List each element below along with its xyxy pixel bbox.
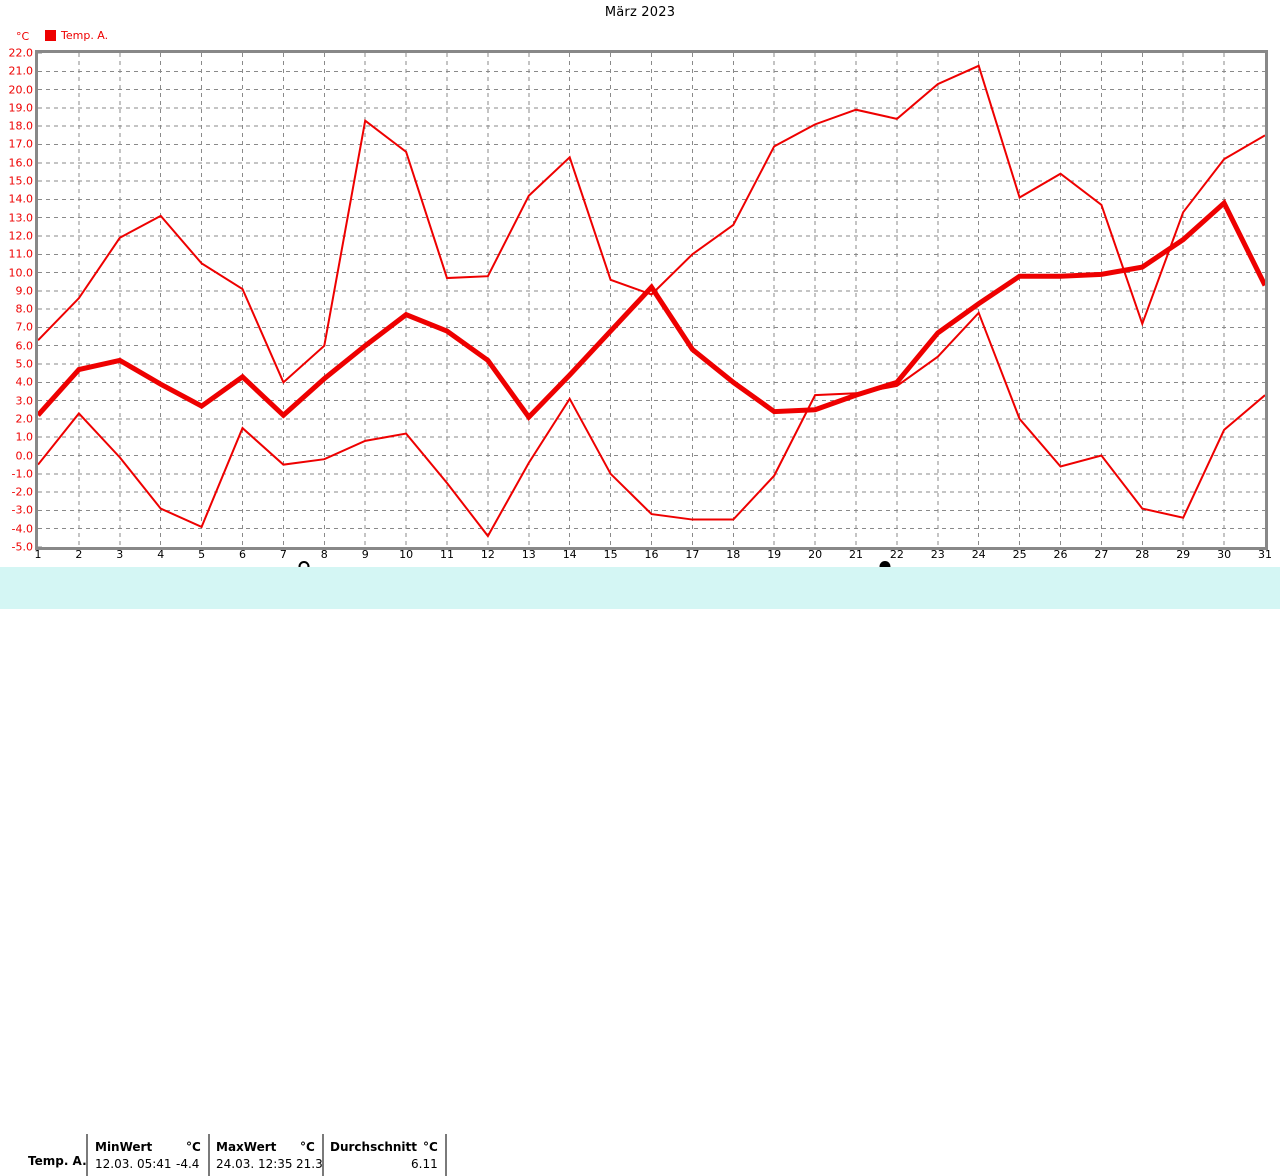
- x-axis-tick-label: 9: [361, 548, 369, 561]
- footer-avg-value: 6.11: [411, 1157, 438, 1171]
- x-axis-tick-label: 26: [1053, 548, 1068, 561]
- y-axis-tick-label: 18.0: [8, 119, 34, 133]
- y-axis-tick-label: 17.0: [8, 137, 34, 151]
- footer-min-value: -4.4: [176, 1157, 200, 1171]
- y-axis-tick-label: 21.0: [8, 64, 34, 78]
- y-axis-tick-label: 6.0: [15, 339, 34, 353]
- y-axis-tick-label: 2.0: [15, 412, 34, 426]
- x-axis-tick-label: 2: [75, 548, 83, 561]
- y-axis-tick-label: 12.0: [8, 229, 34, 243]
- x-axis-tick-label: 5: [198, 548, 206, 561]
- chart-page: März 2023 °C Temp. A. 22.0 21.0 20.0 19.0 18…: [0, 5, 1280, 1176]
- x-axis-tick-label: 20: [808, 548, 823, 561]
- x-axis-tick-label: 7: [279, 548, 287, 561]
- legend[interactable]: Temp. A.: [45, 30, 108, 41]
- y-axis-tick-label: 8.0: [15, 302, 34, 316]
- y-axis-tick-label: 5.0: [15, 357, 34, 371]
- y-axis-tick-label: -4.0: [11, 522, 33, 536]
- x-axis-tick-label: 31: [1258, 548, 1272, 561]
- y-axis-tick-label: 14.0: [8, 192, 34, 206]
- plot-inner: [38, 53, 1265, 547]
- footer-min-time: 12.03. 05:41: [95, 1157, 172, 1171]
- footer-max-header: MaxWert: [216, 1140, 277, 1154]
- x-axis-tick-label: 10: [399, 548, 414, 561]
- x-axis-tick-label: 14: [562, 548, 577, 561]
- x-axis-tick-label: 12: [480, 548, 495, 561]
- y-axis-tick-label: 11.0: [8, 247, 34, 261]
- y-axis-tick-label: -1.0: [11, 467, 33, 481]
- page-title: März 2023: [604, 5, 676, 20]
- y-axis-tick-label: 1.0: [15, 430, 34, 444]
- y-axis-tick-label: 7.0: [15, 320, 34, 334]
- footer-max-unit: °C: [300, 1140, 315, 1154]
- y-axis-tick-label: 20.0: [8, 83, 34, 97]
- legend-label: Temp. A.: [61, 29, 109, 42]
- y-axis-tick-label: 15.0: [8, 174, 34, 188]
- x-axis-tick-label: 18: [726, 548, 741, 561]
- series-line-minimum: [38, 310, 1265, 538]
- y-axis-tick-label: -3.0: [11, 503, 33, 517]
- y-axis-tick-label: 22.0: [8, 46, 34, 60]
- series-line-maximum: [38, 64, 1265, 384]
- x-axis-tick-label: 11: [440, 548, 454, 561]
- x-axis-tick-label: 6: [239, 548, 246, 561]
- footer-avg-unit: °C: [423, 1140, 438, 1154]
- series-line-mittelwert: [38, 198, 1265, 421]
- x-axis-tick-label: 28: [1135, 548, 1150, 561]
- y-axis-unit: °C: [16, 30, 30, 43]
- x-axis-tick-label: 23: [930, 548, 945, 561]
- x-axis-tick-label: 27: [1094, 548, 1109, 561]
- x-axis-tick-label: 30: [1217, 548, 1232, 561]
- footer-avg-header: Durchschnitt: [330, 1140, 418, 1154]
- x-axis-tick-label: 1: [34, 548, 42, 561]
- x-axis-tick-label: 13: [521, 548, 536, 561]
- legend-square-icon: [45, 30, 56, 41]
- footer-max-time: 24.03. 12:35: [216, 1157, 293, 1171]
- footer-divider-3: [322, 1134, 324, 1176]
- full-moon-icon: [879, 561, 891, 572]
- y-axis-tick-label: 0.0: [15, 449, 34, 463]
- statistics-footer: Temp. A. MinWert °C 12.03. 05:41 -4.4 Ma…: [0, 567, 1280, 1176]
- plot-area[interactable]: [35, 50, 1268, 550]
- footer-min-unit: °C: [186, 1140, 201, 1154]
- x-axis-tick-label: 17: [685, 548, 700, 561]
- footer-divider-1: [86, 1134, 88, 1176]
- x-axis-tick-label: 8: [320, 548, 328, 561]
- y-axis-tick-label: 3.0: [15, 394, 34, 408]
- footer-min-header: MinWert: [95, 1140, 153, 1154]
- x-axis-tick-label: 4: [157, 548, 165, 561]
- x-axis-labels: 1 2 3 4 5 6 7 8 9 10 11 12 13 14 15 16 17 18 19 20 21 22 23 24 2…: [0, 548, 1280, 564]
- grid-layer: [38, 53, 1265, 547]
- x-axis-tick-label: 21: [849, 548, 863, 561]
- y-axis-tick-label: 9.0: [15, 284, 34, 298]
- y-axis-tick-label: 16.0: [8, 156, 34, 170]
- y-axis-tick-label: 10.0: [8, 266, 34, 280]
- y-axis-tick-label: 19.0: [8, 101, 34, 115]
- x-axis-tick-label: 22: [889, 548, 904, 561]
- footer-max-value: 21.3: [296, 1157, 323, 1171]
- x-axis-tick-label: 19: [767, 548, 782, 561]
- x-axis-tick-label: 25: [1012, 548, 1027, 561]
- y-axis-tick-label: 13.0: [8, 211, 34, 225]
- x-axis-tick-label: 3: [116, 548, 124, 561]
- x-axis-tick-label: 15: [603, 548, 618, 561]
- y-axis-tick-label: -5.0: [11, 540, 33, 554]
- y-axis-tick-label: -2.0: [11, 485, 33, 499]
- footer-series-label: Temp. A.: [28, 1154, 87, 1168]
- footer-divider-2: [208, 1134, 210, 1176]
- y-axis-labels: 22.0 21.0 20.0 19.0 18.0 17.0 16.0 15.0 14.0 13.0…: [0, 46, 34, 554]
- y-axis-tick-label: 4.0: [15, 375, 34, 389]
- x-axis-tick-label: 16: [644, 548, 659, 561]
- x-axis-tick-label: 24: [971, 548, 986, 561]
- x-axis-tick-label: 29: [1176, 548, 1191, 561]
- footer-divider-4: [445, 1134, 447, 1176]
- data-layer: [38, 64, 1265, 538]
